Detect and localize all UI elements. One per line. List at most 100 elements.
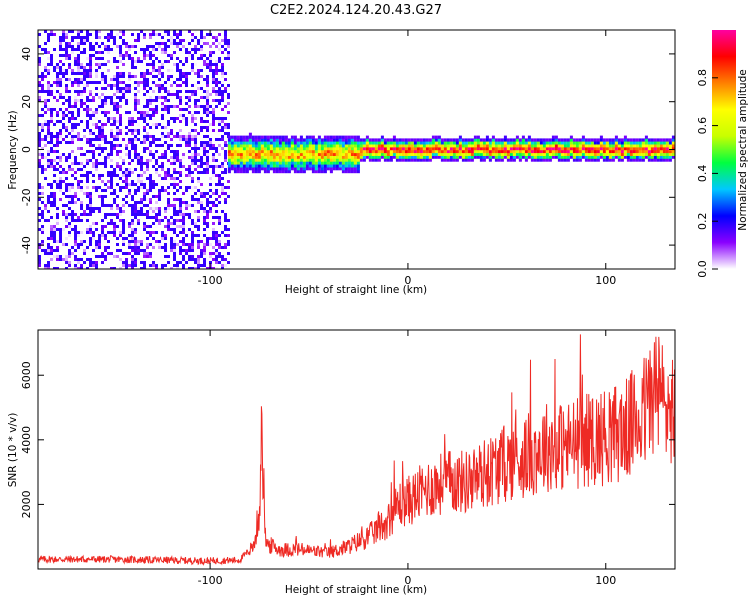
spectrogram-cell (98, 207, 101, 210)
spectrogram-cell (77, 78, 80, 81)
spectrogram-cell (461, 138, 465, 142)
spectrogram-cell (131, 267, 134, 269)
spectrogram-cell (581, 138, 585, 142)
spectrogram-cell (320, 144, 324, 148)
spectrogram-cell (44, 252, 47, 255)
spectrogram-cell (533, 144, 537, 148)
spectrogram-cell (44, 111, 47, 114)
spectrogram-cell (503, 141, 507, 145)
spectrogram-cell (83, 240, 86, 243)
spectrogram-cell (89, 237, 92, 240)
spectrogram-cell (92, 186, 95, 189)
spectrogram-cell (218, 102, 221, 105)
spectrogram-cell (80, 69, 83, 72)
spectrogram-cell (71, 198, 74, 201)
spectrogram-cell (407, 152, 411, 156)
spectrogram-cell (215, 267, 218, 269)
spectrogram-cell (236, 170, 240, 174)
spectrogram-cell (158, 69, 161, 72)
spectrogram-cell (434, 144, 438, 148)
spectrogram-cell (593, 141, 597, 145)
spectrogram-cell (203, 60, 206, 63)
spectrogram-cell (158, 240, 161, 243)
spectrogram-cell (38, 261, 41, 264)
spectrogram-cell (416, 155, 420, 159)
spectrogram-cell (500, 144, 504, 148)
spectrogram-cell (191, 57, 194, 60)
spectrogram-cell (665, 149, 669, 154)
spectrogram-cell (38, 57, 41, 60)
spectrogram-cell (344, 155, 348, 159)
spectrogram-cell (110, 153, 113, 156)
spectrogram-cell (77, 135, 80, 138)
spectrogram-cell (89, 204, 92, 207)
spectrogram-cell (206, 81, 209, 84)
spectrogram-cell (446, 147, 450, 151)
spectrogram-cell (317, 135, 321, 139)
spectrogram-cell (95, 240, 98, 243)
spectrogram-cell (89, 33, 92, 36)
spectrogram-cell (305, 164, 309, 168)
spectrogram-cell (215, 93, 218, 96)
spectrogram-cell (200, 162, 203, 165)
spectrogram-cell (44, 102, 47, 105)
spectrogram-cell (155, 75, 158, 78)
spectrogram-cell (551, 135, 555, 139)
spectrogram-cell (80, 267, 83, 269)
spectrogram-cell (182, 231, 185, 234)
spectrogram-cell (356, 161, 360, 165)
spectrogram-cell (47, 93, 50, 96)
spectrogram-cell (56, 258, 59, 261)
spectrogram-cell (101, 174, 104, 177)
spectrogram-cell (245, 149, 249, 154)
spectrogram-cell (107, 204, 110, 207)
spectrogram-cell (206, 162, 209, 165)
spectrogram-cell (209, 57, 212, 60)
spectrogram-cell (224, 246, 227, 249)
spectrogram-cell (449, 138, 453, 142)
spectrogram-cell (65, 267, 68, 269)
spectrogram-cell (635, 152, 639, 156)
spectrogram-cell (77, 168, 80, 171)
spectrogram-cell (176, 144, 179, 147)
spectrogram-cell (179, 114, 182, 117)
spectrogram-cell (56, 213, 59, 216)
spectrogram-cell (167, 78, 170, 81)
spectrogram-cell (557, 147, 561, 151)
spectrogram-cell (146, 111, 149, 114)
spectrogram-cell (197, 99, 200, 102)
spectrogram-cell (101, 198, 104, 201)
spectrogram-cell (512, 141, 516, 145)
spectrogram-cell (179, 165, 182, 168)
spectrogram-cell (59, 141, 62, 144)
spectrogram-cell (62, 204, 65, 207)
spectrogram-cell (554, 147, 558, 151)
spectrogram-cell (284, 138, 288, 142)
spectrogram-cell (326, 141, 330, 145)
spectrogram-cell (47, 141, 50, 144)
spectrogram-cell (95, 111, 98, 114)
spectrogram-cell (224, 78, 227, 81)
spectrogram-cell (389, 144, 393, 148)
spectrogram-cell (167, 90, 170, 93)
spectrogram-cell (155, 168, 158, 171)
spectrogram-cell (131, 261, 134, 264)
spectrogram-cell (209, 252, 212, 255)
spectrogram-cell (608, 152, 612, 156)
spectrogram-cell (80, 231, 83, 234)
spectrogram-cell (44, 51, 47, 54)
spectrogram-cell (41, 123, 44, 126)
spectrogram-cell (599, 138, 603, 142)
spectrogram-cell (95, 108, 98, 111)
spectrogram-cell (206, 108, 209, 111)
spectrogram-cell (230, 167, 234, 171)
spectrogram-cell (296, 144, 300, 148)
spectrogram-cell (215, 240, 218, 243)
spectrogram-cell (146, 138, 149, 141)
spectrogram-cell (65, 189, 68, 192)
spectrogram-cell (599, 135, 603, 139)
spectrogram-cell (143, 93, 146, 96)
spectrogram-cell (374, 141, 378, 145)
spectrogram-cell (584, 141, 588, 145)
